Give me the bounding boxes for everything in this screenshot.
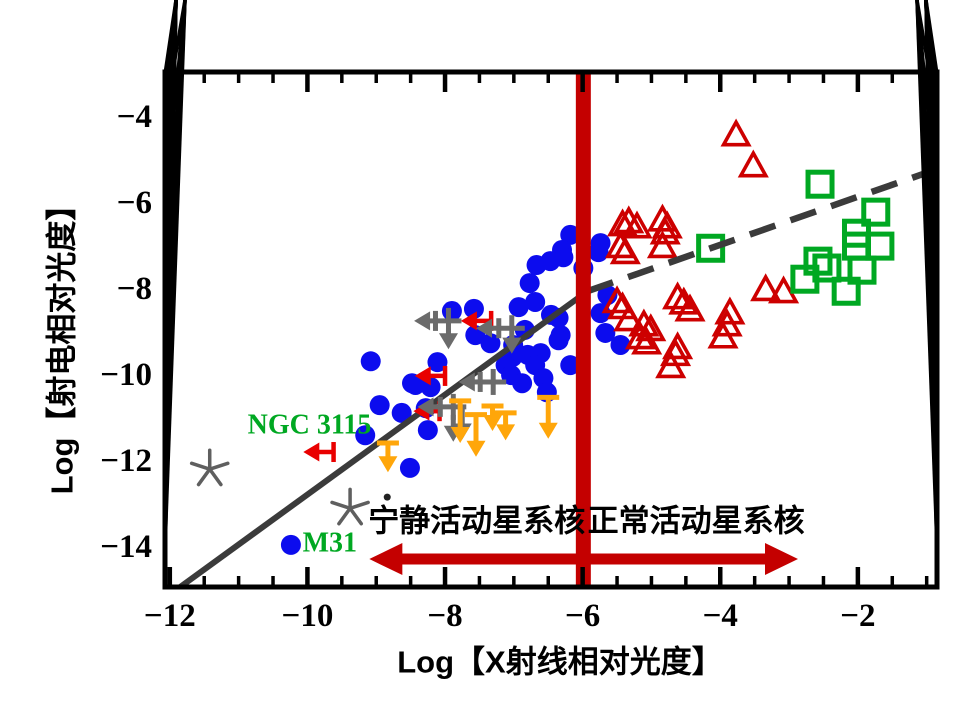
data-point-blue-circle [560, 224, 581, 245]
data-point-red-triangle [613, 303, 645, 332]
data-point-green-square [847, 255, 877, 285]
y-tick-label: −4 [117, 99, 152, 135]
data-point-red-triangle [674, 293, 706, 322]
x-tick-label: −12 [144, 598, 196, 634]
data-point-blue-circle [519, 273, 540, 294]
data-point-green-square [861, 197, 891, 227]
data-point-red-triangle [609, 236, 641, 265]
gray-plus-limit [414, 307, 462, 350]
data-point-blue-circle [588, 242, 609, 263]
y-axis-title: Log【射电相对光度】 [45, 190, 80, 495]
data-point-red-triangle [662, 281, 694, 310]
data-point-blue-circle [512, 373, 533, 394]
data-point-blue-circle [280, 534, 301, 555]
data-point-red-triangle [668, 286, 700, 315]
data-point-blue-circle [525, 291, 546, 312]
data-point-blue-circle [369, 395, 390, 416]
data-point-blue-circle [355, 425, 376, 446]
data-point-green-square [831, 276, 861, 306]
data-point-blue-circle [391, 402, 412, 423]
data-point-blue-circle [610, 334, 631, 355]
data-point-red-triangle [737, 149, 769, 178]
orange-down-limit-arrow [494, 410, 517, 441]
data-point-blue-circle [560, 355, 581, 376]
data-point-blue-circle [427, 352, 448, 373]
red-left-limit-arrow [414, 365, 448, 386]
orange-down-limit-arrow [376, 440, 399, 473]
data-point-red-triangle [631, 326, 663, 355]
y-tick-label: −8 [117, 271, 152, 307]
orange-down-limit-arrow [537, 394, 560, 439]
data-point-red-triangle [624, 321, 657, 350]
data-point-red-triangle [601, 285, 633, 314]
data-point-red-triangle [750, 273, 782, 302]
annotation-label-m31: M31 [303, 528, 357, 559]
data-point-blue-circle [405, 374, 426, 395]
x-tick-label: −2 [840, 598, 875, 634]
data-point-blue-circle [526, 255, 547, 276]
plot-frame [162, 69, 940, 590]
orange-down-limit-arrow [449, 398, 472, 443]
data-point-blue-circle [595, 322, 616, 343]
y-tick-label: −12 [100, 443, 152, 479]
data-point-red-triangle [707, 320, 739, 349]
data-point-green-square [865, 231, 895, 261]
orange-down-limit-arrow [465, 412, 488, 457]
data-points-layer [189, 118, 895, 555]
annotation-region-label-left: 宁静活动星系核 [368, 504, 585, 539]
data-point-blue-circle [548, 330, 569, 351]
data-point-red-triangle [655, 350, 687, 379]
data-point-red-triangle [646, 230, 679, 259]
annotation-region-label-right: 正常活动星系核 [588, 504, 805, 539]
data-point-blue-circle [480, 333, 501, 354]
y-tick-label: −10 [100, 357, 152, 393]
orange-down-limit-arrow [481, 403, 504, 431]
region-double-arrow [369, 543, 799, 576]
data-point-red-triangle [714, 296, 746, 325]
x-tick-label: −6 [565, 598, 600, 634]
data-point-green-square [805, 169, 835, 199]
data-point-green-square [696, 233, 726, 263]
y-tick-label: −14 [100, 529, 152, 565]
data-point-red-triangle [649, 216, 681, 245]
fit-line-solid [178, 288, 590, 590]
fit-line-dashed [586, 166, 937, 295]
data-point-gray-star [330, 487, 370, 526]
data-point-red-triangle [720, 118, 752, 147]
data-point-blue-circle [360, 351, 381, 372]
data-point-blue-circle [463, 298, 484, 319]
small-black-dot [383, 493, 391, 501]
data-point-blue-circle [441, 301, 462, 322]
y-tick-label: −6 [117, 185, 152, 221]
data-point-blue-circle [417, 420, 438, 441]
annotation-label-ngc3115: NGC 3115 [248, 409, 372, 440]
data-point-red-triangle [768, 275, 800, 304]
x-axis-title: Log【X射线相对光度】 [397, 645, 722, 680]
gray-plus-limit [476, 315, 525, 354]
gray-plus-limit [458, 368, 507, 395]
x-tick-label: −10 [282, 598, 334, 634]
data-point-blue-circle [399, 457, 420, 478]
data-point-blue-circle [508, 297, 529, 318]
x-tick-label: −8 [427, 598, 462, 634]
x-tick-label: −4 [703, 598, 738, 634]
red-left-limit-arrow [303, 442, 336, 463]
data-point-gray-star [189, 448, 230, 487]
data-point-green-square [790, 264, 820, 294]
data-point-red-triangle [621, 210, 653, 239]
